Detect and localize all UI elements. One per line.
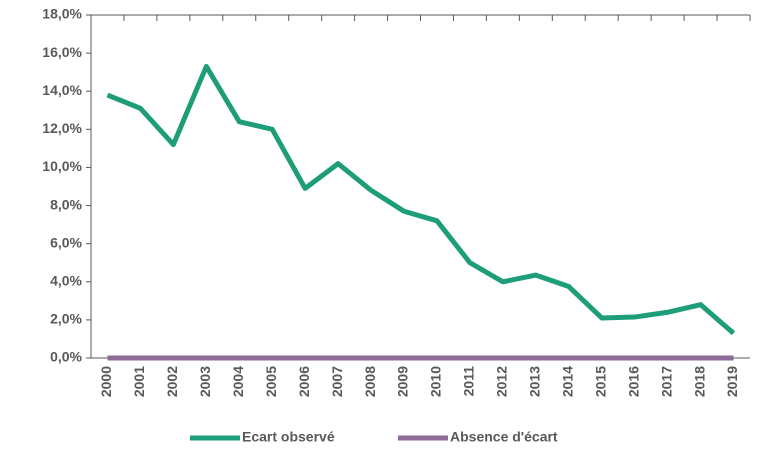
y-tick-label: 6,0% — [50, 234, 82, 250]
x-tick-label: 2010 — [428, 366, 444, 397]
y-tick-label: 14,0% — [42, 82, 82, 98]
x-tick-label: 2016 — [625, 366, 641, 397]
y-tick-label: 2,0% — [50, 311, 82, 327]
x-tick-label: 2011 — [461, 366, 477, 397]
x-tick-label: 2000 — [98, 366, 114, 397]
x-tick-label: 2014 — [559, 366, 575, 397]
y-tick-label: 16,0% — [42, 44, 82, 60]
x-tick-label: 2017 — [658, 366, 674, 397]
y-tick-label: 8,0% — [50, 196, 82, 212]
x-tick-label: 2012 — [494, 366, 510, 397]
x-tick-label: 2018 — [691, 366, 707, 397]
x-tick-label: 2003 — [197, 366, 213, 397]
x-tick-label: 2006 — [296, 366, 312, 397]
x-tick-label: 2013 — [527, 366, 543, 397]
x-tick-label: 2007 — [329, 366, 345, 397]
x-tick-label: 2008 — [362, 366, 378, 397]
x-tick-label: 2005 — [263, 366, 279, 397]
x-tick-label: 2015 — [592, 366, 608, 397]
x-tick-label: 2004 — [230, 366, 246, 397]
series-line — [106, 63, 736, 336]
y-tick-label: 4,0% — [50, 272, 82, 288]
x-tick-label: 2019 — [724, 366, 740, 397]
x-tick-label: 2002 — [164, 366, 180, 397]
x-tick-label: 2001 — [131, 366, 147, 397]
y-tick-label: 0,0% — [50, 349, 82, 365]
legend-label: Absence d'écart — [450, 429, 558, 445]
y-tick-label: 18,0% — [42, 6, 82, 22]
x-tick-label: 2009 — [395, 366, 411, 397]
y-tick-label: 12,0% — [42, 120, 82, 136]
legend-label: Ecart observé — [242, 429, 335, 445]
y-tick-label: 10,0% — [42, 158, 82, 174]
